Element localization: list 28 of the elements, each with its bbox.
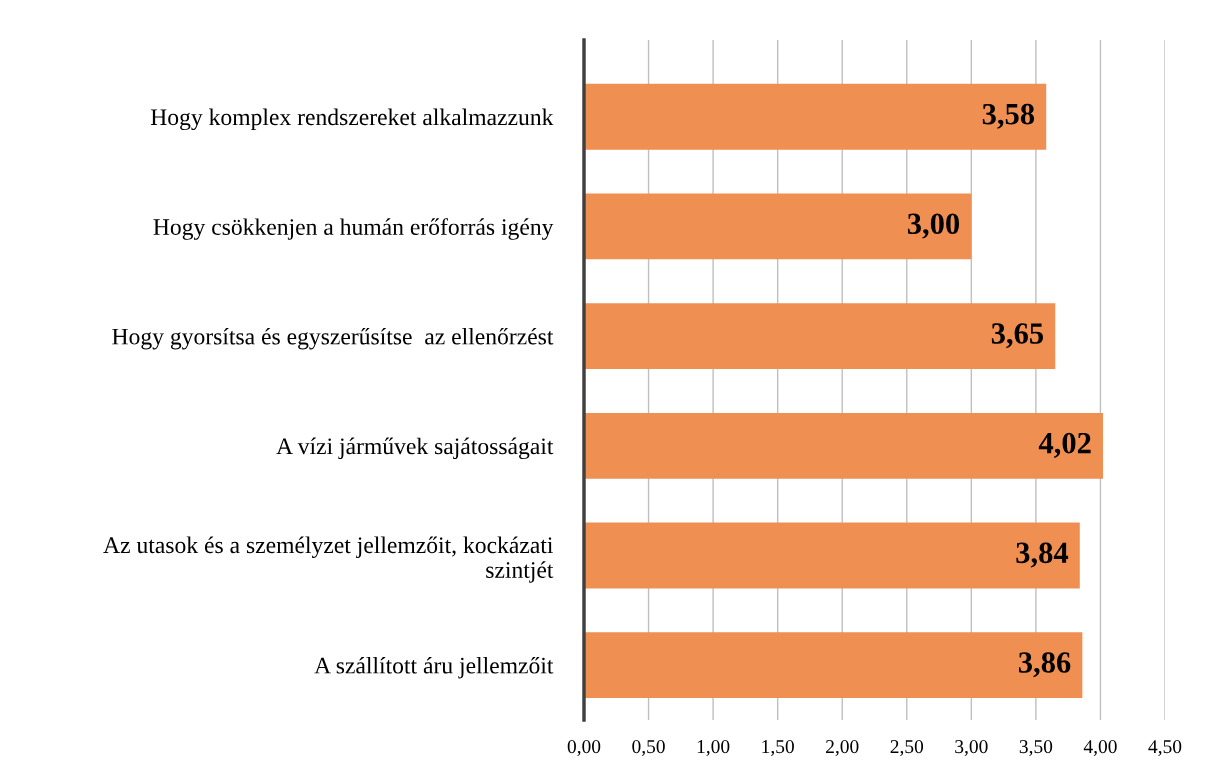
x-tick-label: 1,50	[762, 740, 794, 756]
x-tick-label: 0,00	[567, 740, 601, 756]
x-tick-label: 4,50	[1148, 740, 1182, 756]
data-label: 4,02	[1038, 432, 1091, 458]
data-label: 3,86	[1018, 652, 1071, 678]
y-tick-label: A vízi járművek sajátosságait	[276, 437, 554, 460]
x-tick-label: 3,50	[1019, 740, 1053, 756]
y-tick-label: Hogy csökkenjen a humán erőforrás igény	[153, 218, 554, 240]
bar	[584, 522, 1080, 589]
y-tick-label: Az utasok és a személyzet jellemzőit, kockázati szintjét	[103, 536, 554, 583]
x-tick-label: 2,00	[826, 740, 859, 756]
data-label: 3,00	[907, 213, 960, 239]
data-label: 3,58	[982, 103, 1035, 129]
bar	[584, 632, 1083, 699]
x-tick-label: 2,50	[890, 740, 924, 756]
y-tick-label: A szállított áru jellemzőit	[314, 656, 554, 679]
data-label: 3,84	[1016, 542, 1069, 568]
bar	[584, 193, 972, 260]
y-tick-label: Hogy komplex rendszereket alkalmazzunk	[150, 108, 554, 131]
x-tick-label: 0,50	[632, 740, 665, 756]
x-tick-label: 1,00	[697, 740, 730, 756]
bar	[584, 83, 1047, 150]
y-tick-label: Hogy gyorsítsa és egyszerűsítse az ellenőrzést	[112, 327, 554, 350]
x-tick-label: 3,00	[955, 740, 988, 756]
x-tick-label: 4,00	[1083, 740, 1117, 756]
bar	[584, 303, 1056, 370]
data-label: 3,65	[991, 323, 1044, 349]
bar	[584, 412, 1104, 479]
